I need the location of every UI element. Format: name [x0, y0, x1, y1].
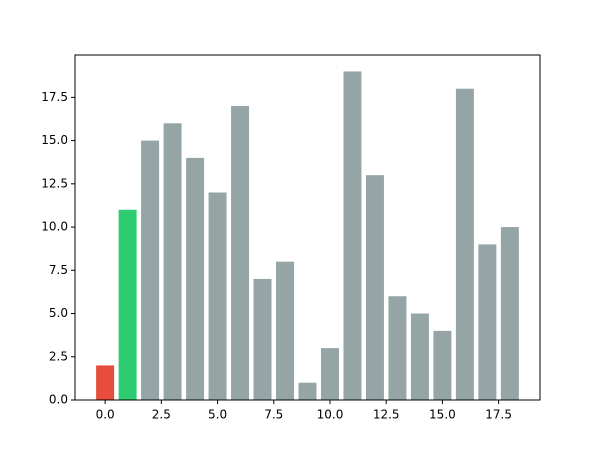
bar	[320, 348, 339, 400]
bar	[433, 330, 452, 400]
x-tick-label: 17.5	[485, 408, 512, 422]
y-tick-label: 2.5	[49, 349, 68, 363]
bar	[500, 227, 519, 400]
y-tick-label: 7.5	[49, 263, 68, 277]
bar	[96, 365, 115, 400]
bar	[298, 382, 317, 400]
y-tick-label: 15.0	[41, 133, 68, 147]
bar	[410, 313, 429, 400]
x-tick-label: 7.5	[264, 408, 283, 422]
bar	[478, 244, 497, 400]
bar	[365, 175, 384, 400]
y-tick-label: 5.0	[49, 306, 68, 320]
bar	[186, 157, 205, 400]
bar	[388, 296, 407, 400]
x-tick-label: 0.0	[96, 408, 115, 422]
y-tick-label: 17.5	[41, 90, 68, 104]
bar	[208, 192, 227, 400]
x-tick-label: 15.0	[429, 408, 456, 422]
y-tick-label: 10.0	[41, 220, 68, 234]
bar	[455, 88, 474, 400]
bar	[231, 106, 250, 400]
x-tick-label: 12.5	[373, 408, 400, 422]
y-tick-label: 12.5	[41, 176, 68, 190]
bar	[118, 209, 137, 400]
bar	[343, 71, 362, 400]
bar	[276, 261, 295, 400]
bar	[253, 278, 272, 400]
bar	[163, 123, 182, 400]
x-tick-label: 2.5	[152, 408, 171, 422]
x-tick-label: 5.0	[208, 408, 227, 422]
x-tick-label: 10.0	[317, 408, 344, 422]
y-tick-label: 0.0	[49, 393, 68, 407]
bar	[141, 140, 160, 400]
